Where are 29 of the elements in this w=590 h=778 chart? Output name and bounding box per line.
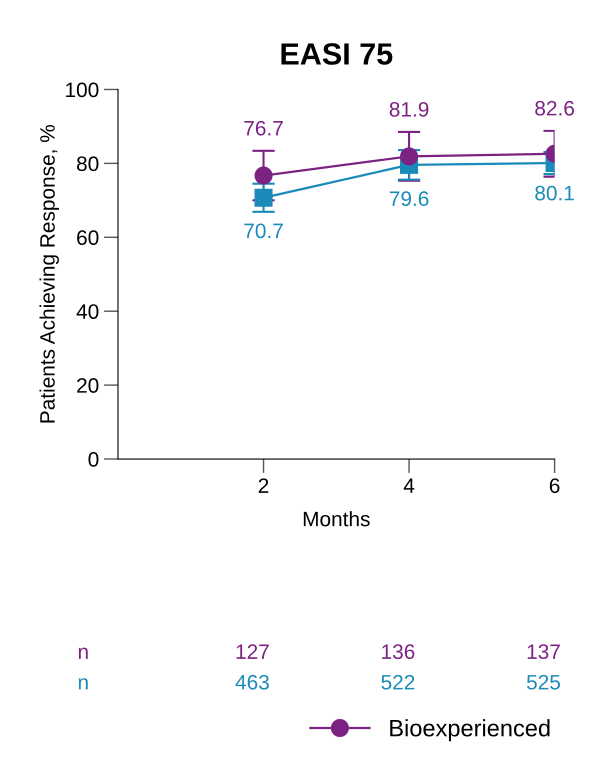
y-tick-label: 0: [88, 452, 98, 467]
x-axis-title: Months: [304, 511, 370, 526]
data-label: 82.6: [535, 100, 574, 116]
text: n: [78, 678, 88, 690]
x-tick-label: 2: [258, 478, 268, 493]
data-label: 81.9: [390, 102, 428, 117]
text: 127: [236, 644, 269, 659]
legend-label: Bioexperienced: [390, 719, 550, 742]
y-tick-label: 80: [76, 156, 98, 172]
point: [254, 188, 273, 207]
data-label: 70.7: [244, 223, 283, 238]
text: 137: [528, 644, 560, 660]
chart-title: EASI 75: [281, 43, 392, 65]
data-label: 76.7: [244, 120, 283, 136]
text: n: [78, 648, 88, 659]
data-label: 79.6: [390, 191, 428, 206]
y-tick-label: 20: [77, 378, 98, 393]
y-tick-label: 100: [66, 82, 98, 98]
text: 136: [382, 644, 414, 660]
y-axis-title: Patients Achieving Response, %: [40, 125, 59, 423]
y-tick-label: 60: [77, 230, 98, 246]
x-tick-label: 4: [404, 478, 414, 493]
text: 525: [526, 674, 560, 690]
x-tick-label: 6: [550, 478, 560, 494]
y-tick-label: 40: [76, 304, 98, 319]
text: 522: [381, 674, 414, 690]
data-label: 80.1: [535, 186, 574, 201]
point: [254, 166, 273, 185]
text: 463: [236, 674, 269, 690]
